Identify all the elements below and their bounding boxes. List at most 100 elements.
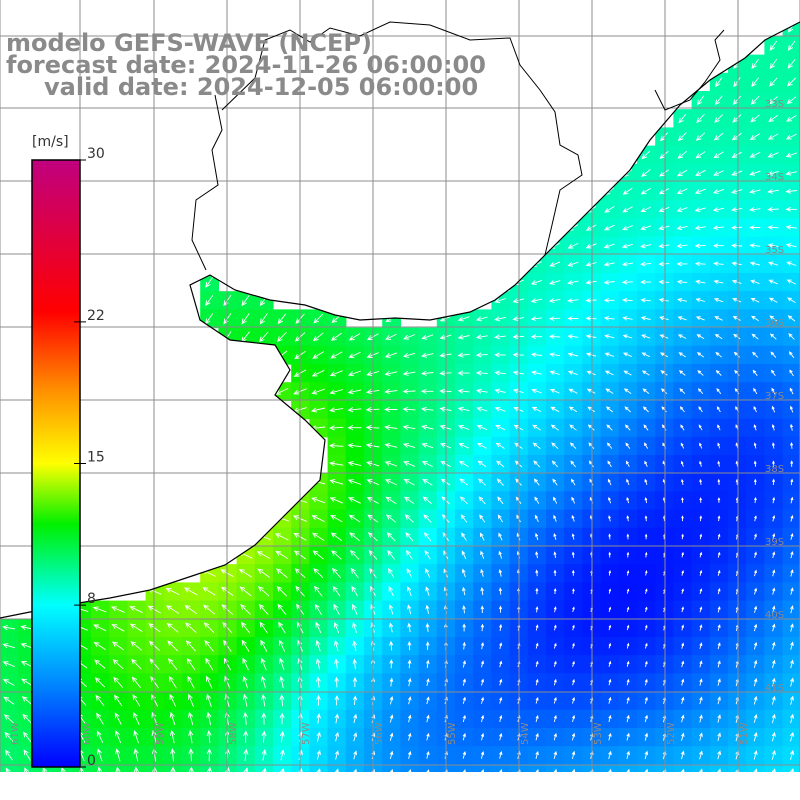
wind-arrow [462,660,466,668]
wind-arrow [699,533,703,540]
wind-arrow [553,714,557,723]
wind-arrow [315,621,322,634]
wind-cell [782,345,800,365]
wind-cell [36,764,56,772]
wind-arrow [313,568,324,579]
wind-arrow [111,606,125,613]
wind-arrow [60,766,66,772]
wind-arrow [694,243,706,249]
wind-arrow [384,424,398,431]
wind-arrow [535,678,539,686]
wind-arrow [403,478,415,486]
wind-arrow [206,675,213,689]
wind-arrow [132,694,141,707]
wind-arrow [315,676,321,688]
wind-arrow [206,766,212,772]
wind-arrow [789,749,795,760]
wind-arrow [696,95,705,106]
wind-arrow [462,641,466,650]
colorbar-ticks: 30 22 15 8 0 [74,146,105,769]
wind-arrow [626,660,630,667]
wind-arrow [462,586,466,596]
wind-arrow [790,478,794,486]
wind-arrow [567,298,579,303]
wind-arrow [785,224,797,230]
wind-cell [637,764,656,772]
wind-arrow [716,387,722,395]
lon-label: 57W [301,722,312,745]
wind-arrow [404,496,415,505]
wind-arrow [680,442,685,449]
wind-arrow [168,675,177,689]
wind-arrow [771,677,776,687]
wind-arrow [329,461,344,467]
wind-arrow [571,551,575,558]
wind-arrow [475,334,488,340]
lon-label: 54W [520,722,531,745]
wind-arrow [535,642,539,649]
wind-arrow [644,515,648,522]
wind-arrow [568,406,578,413]
wind-arrow [2,643,16,649]
wind-arrow [279,657,285,671]
wind-arrow [348,497,361,504]
wind-arrow [717,569,721,576]
wind-arrow [608,496,612,504]
wind-arrow [679,388,686,395]
wind-arrow [717,478,721,485]
wind-cell [127,764,147,772]
wind-arrow [772,514,776,522]
wind-arrow [750,297,760,303]
wind-arrow [349,550,360,560]
land-mass [0,0,800,618]
wind-arrow [95,694,105,707]
wind-arrow [603,224,615,231]
wind-arrow [660,388,668,395]
wind-arrow [658,261,670,267]
wind-arrow [260,657,267,671]
wind-arrow [242,693,248,707]
wind-arrow [387,549,395,560]
wind-cell [109,764,128,772]
wind-arrow [753,750,758,760]
wind-arrow [772,587,776,595]
wind-arrow [462,696,466,704]
wind-arrow [770,369,776,377]
wind-arrow [624,424,631,431]
wind-arrow [681,515,684,522]
wind-arrow [111,641,125,651]
wind-arrow [476,425,488,431]
wind-arrow [680,478,684,485]
wind-arrow [567,352,579,357]
wind-arrow [550,424,559,431]
coastline [0,21,800,619]
wind-arrow [553,732,557,741]
wind-cell [782,291,800,310]
wind-arrow [170,766,176,772]
wind-arrow [771,695,776,705]
wind-arrow [407,732,412,741]
wind-arrow [532,424,541,431]
wind-arrow [640,187,651,195]
wind-arrow [130,641,143,651]
wind-arrow [188,748,194,762]
wind-arrow [384,406,398,413]
wind-arrow [499,623,503,631]
wind-arrow [699,732,703,741]
wind-arrow [699,714,703,723]
wind-arrow [384,442,398,449]
wind-arrow [352,695,358,706]
wind-arrow [571,714,576,723]
wind-arrow [715,351,722,358]
wind-arrow [274,533,289,541]
wind-arrow [786,279,796,285]
wind-arrow [425,641,430,650]
wind-arrow [676,188,688,194]
wind-cell [764,764,784,772]
wind-arrow [717,515,721,522]
wind-arrow [769,58,778,70]
wind-arrow [622,206,633,213]
wind-arrow [790,605,794,614]
wind-arrow [749,133,761,140]
wind-arrow [499,768,503,772]
